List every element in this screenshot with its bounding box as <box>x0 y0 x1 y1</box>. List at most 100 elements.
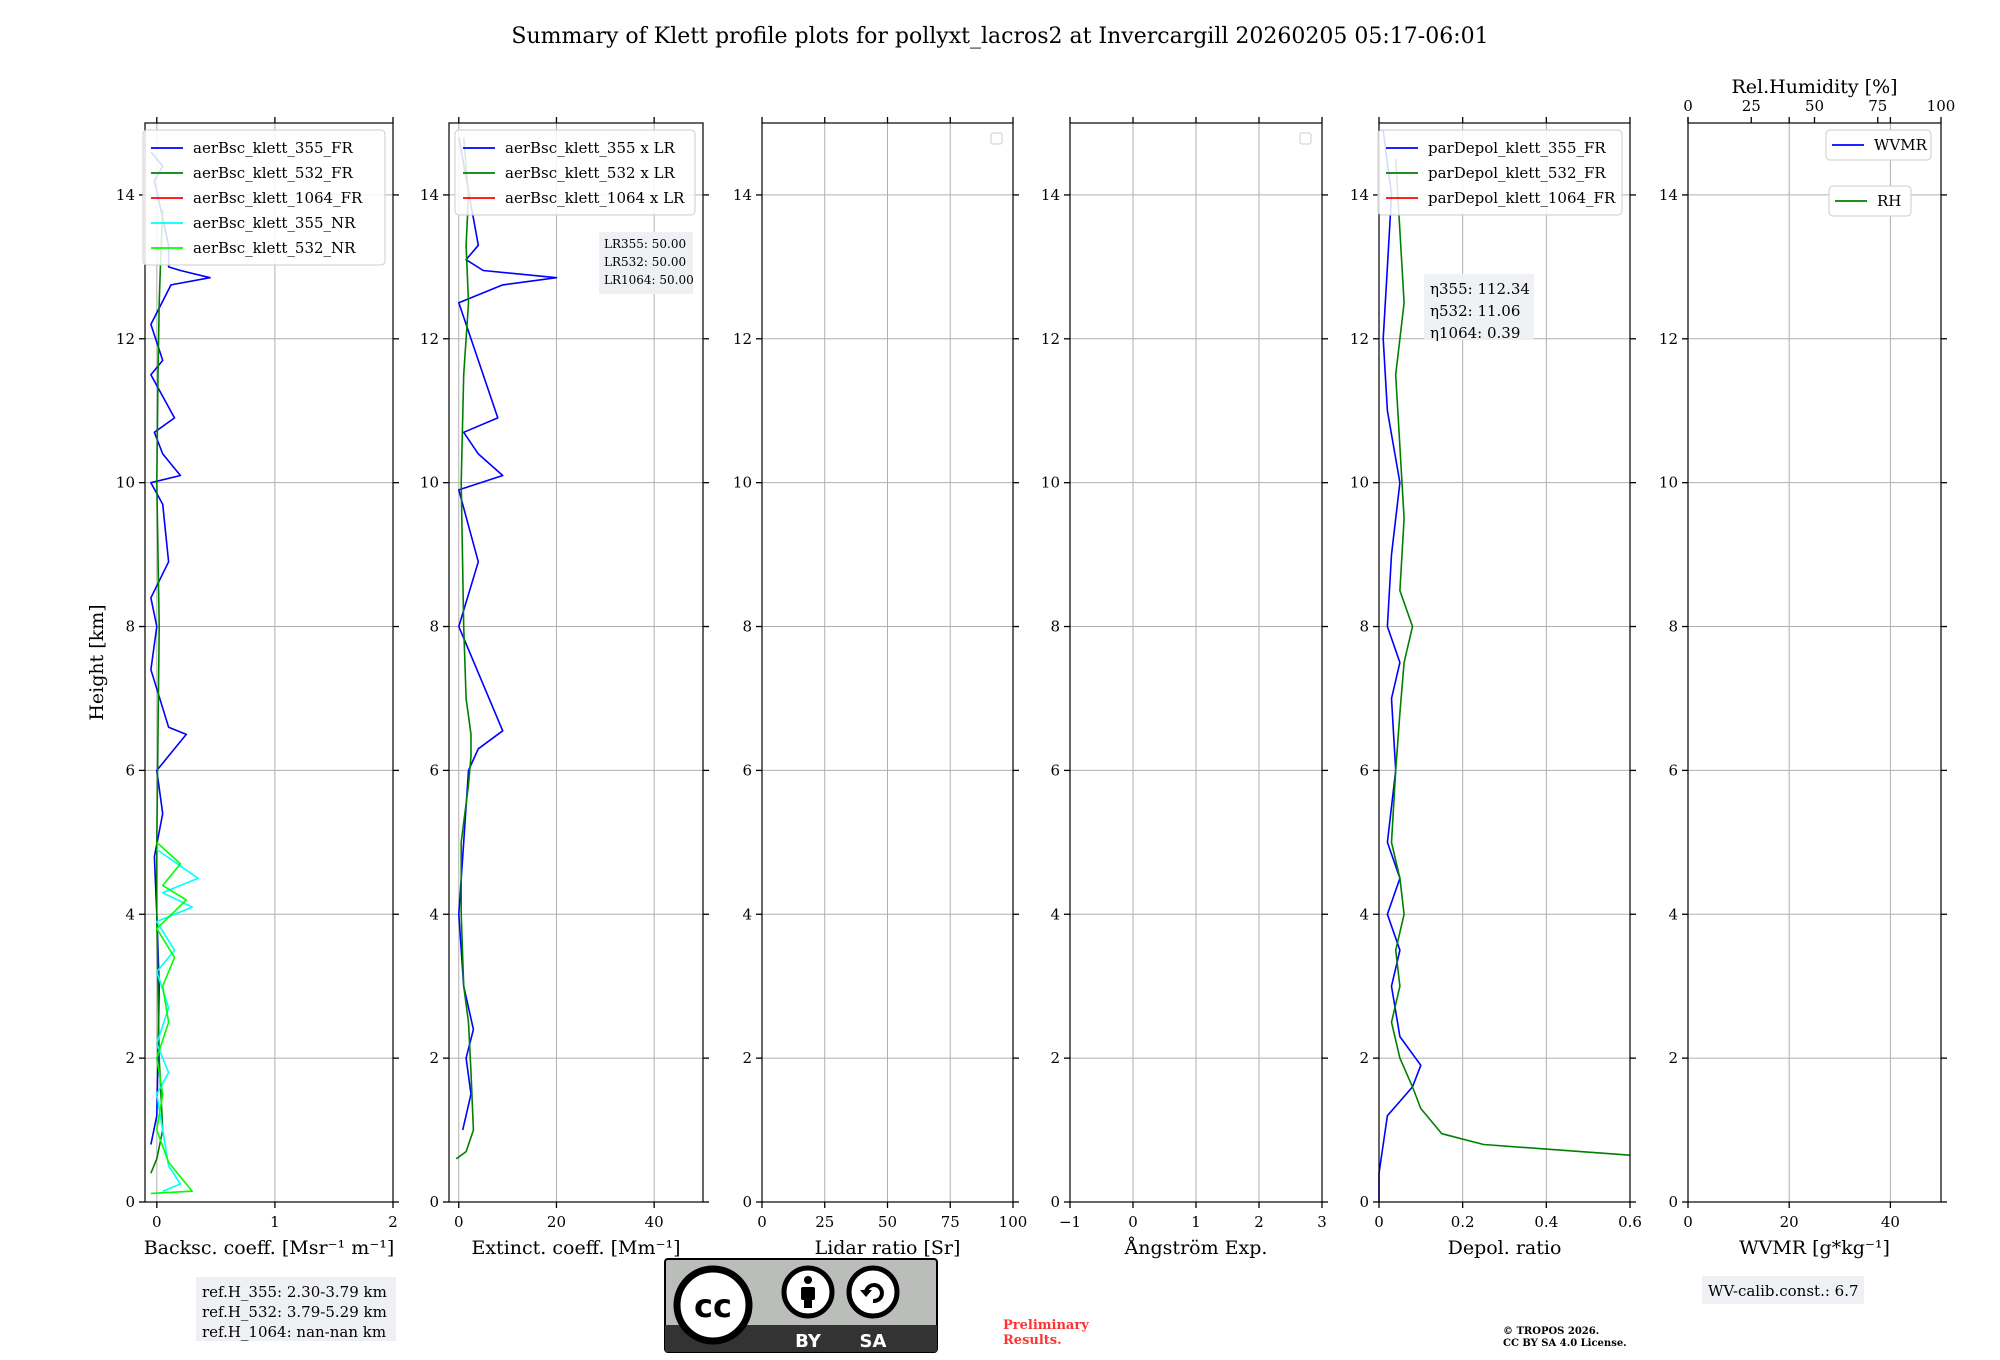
wv-calib-text: WV-calib.const.: 6.7 <box>1708 1282 1859 1300</box>
eta-355-text: η355: 112.34 <box>1430 280 1530 298</box>
preliminary-text-line1: Preliminary <box>1003 1318 1089 1333</box>
y-tick-label: 2 <box>742 1049 752 1067</box>
top-x-tick-label: 75 <box>1868 97 1887 115</box>
x-tick-label: 0 <box>757 1213 767 1231</box>
top-x-tick-label: 100 <box>1927 97 1956 115</box>
x-tick-label: 40 <box>645 1213 664 1231</box>
panel-depol: 0 0.2 0.4 0.6 0 2 4 6 8 10 12 14 Depol. ratio parDepo… <box>1350 117 1642 1259</box>
y-tick-label: 12 <box>1041 330 1060 348</box>
sa-label: SA <box>860 1331 887 1352</box>
legend-box <box>1828 185 1912 217</box>
copyright-text-line2: CC BY SA 4.0 License. <box>1503 1338 1627 1349</box>
series-line-aerBsc_klett_532_NR <box>150 841 193 1195</box>
y-tick-label: 8 <box>1359 618 1369 636</box>
y-tick-label: 8 <box>1668 618 1678 636</box>
x-tick-label: 1 <box>270 1213 280 1231</box>
y-tick-label: 14 <box>1350 186 1369 204</box>
y-tick-label: 6 <box>429 761 439 779</box>
cc-by-sa-badge: cc BY SA <box>664 1258 938 1353</box>
x-axis-label: WVMR [g*kg⁻¹] <box>1739 1237 1890 1259</box>
x-tick-label: 25 <box>815 1213 834 1231</box>
figure-title: Summary of Klett profile plots for polly… <box>511 24 1488 49</box>
legend-label: aerBsc_klett_355_NR <box>193 214 356 232</box>
legend: aerBsc_klett_355_FR aerBsc_klett_532_FRae… <box>142 129 386 266</box>
legend-label: parDepol_klett_355_FR <box>1428 139 1606 157</box>
x-axis-label: Extinct. coeff. [Mm⁻¹] <box>471 1237 680 1259</box>
y-tick-label: 2 <box>1359 1049 1369 1067</box>
refh-annotation-box: ref.H_355: 2.30-3.79 km ref.H_532: 3.79-… <box>196 1277 396 1341</box>
x-tick-label: 75 <box>941 1213 960 1231</box>
y-tick-label: 14 <box>733 186 752 204</box>
legend-box <box>1377 129 1623 216</box>
axes-frame <box>448 122 704 1203</box>
eta-532-text: η532: 11.06 <box>1430 302 1520 320</box>
legend-box <box>454 129 696 216</box>
axes-frame <box>1378 122 1631 1203</box>
legend-label: parDepol_klett_1064_FR <box>1428 189 1616 207</box>
eta-annotation-box: η355: 112.34 η532: 11.06 η1064: 0.39 <box>1424 274 1534 342</box>
y-tick-label: 0 <box>125 1193 135 1211</box>
x-tick-label: 40 <box>1881 1213 1900 1231</box>
copyright-text-line1: © TROPOS 2026. <box>1503 1326 1599 1337</box>
y-tick-label: 6 <box>742 761 752 779</box>
cc-icon-label: cc <box>694 1287 732 1325</box>
series-line-aerBsc_klett_355 x LR <box>458 137 558 1131</box>
y-tick-label: 6 <box>1050 761 1060 779</box>
x-tick-label: 20 <box>547 1213 566 1231</box>
y-tick-label: 10 <box>1659 474 1678 492</box>
legend-label: WVMR <box>1874 136 1928 154</box>
y-tick-label: 8 <box>429 618 439 636</box>
y-tick-label: 4 <box>742 905 752 923</box>
y-tick-label: 8 <box>1050 618 1060 636</box>
legend-label: aerBsc_klett_532 x LR <box>505 164 676 182</box>
legend-box <box>1825 129 1932 161</box>
y-tick-label: 10 <box>733 474 752 492</box>
x-axis-label: Depol. ratio <box>1448 1237 1562 1259</box>
x-tick-label: 50 <box>878 1213 897 1231</box>
refh-532-text: ref.H_532: 3.79-5.29 km <box>202 1303 387 1321</box>
y-tick-label: 12 <box>1659 330 1678 348</box>
y-tick-label: 4 <box>1668 905 1678 923</box>
x-tick-label: 20 <box>1780 1213 1799 1231</box>
y-tick-label: 4 <box>429 905 439 923</box>
lr-1064-text: LR1064: 50.00 <box>604 273 694 287</box>
legend-box <box>142 129 386 266</box>
panel-lidar_ratio: 0 25 50 75 100 0 2 4 6 8 10 12 14 Lidar ratio [Sr] <box>733 117 1027 1259</box>
panel-extinction: 0 20 40 0 2 4 6 8 10 12 14 Extinct. coeff. [Mm⁻¹] ae… <box>420 117 709 1259</box>
y-tick-label: 4 <box>1050 905 1060 923</box>
y-tick-label: 2 <box>1668 1049 1678 1067</box>
series-line-aerBsc_klett_355_NR <box>156 848 199 1192</box>
y-tick-label: 12 <box>733 330 752 348</box>
x-tick-label: 0.2 <box>1451 1213 1475 1231</box>
x-axis-label: Backsc. coeff. [Msr⁻¹ m⁻¹] <box>144 1237 395 1259</box>
y-axis-label: Height [km] <box>86 604 108 720</box>
top-x-axis-label: Rel.Humidity [%] <box>1731 76 1897 98</box>
x-tick-label: 0 <box>1128 1213 1138 1231</box>
legend-label: aerBsc_klett_1064_FR <box>193 189 363 207</box>
axes-frame <box>1687 122 1942 1203</box>
y-tick-label: 10 <box>420 474 439 492</box>
x-tick-label: 0 <box>152 1213 162 1231</box>
refh-1064-text: ref.H_1064: nan-nan km <box>202 1323 386 1341</box>
x-tick-label: 2 <box>1254 1213 1264 1231</box>
legend-label: aerBsc_klett_532_NR <box>193 239 356 257</box>
legend-label: RH <box>1877 192 1901 210</box>
legend-label: aerBsc_klett_355 x LR <box>505 139 676 157</box>
y-tick-label: 8 <box>742 618 752 636</box>
panel-wvmr: 0 20 40 0 2 4 6 8 10 12 14 WVMR [g*kg⁻¹] 0 25 50 75 100 R… <box>1659 76 1955 1259</box>
series-line-aerBsc_klett_532 x LR <box>455 137 475 1160</box>
preliminary-text-line2: Results. <box>1003 1333 1062 1348</box>
y-tick-label: 10 <box>1350 474 1369 492</box>
y-tick-label: 0 <box>1050 1193 1060 1211</box>
x-tick-label: 0 <box>1683 1213 1693 1231</box>
x-tick-label: 3 <box>1317 1213 1327 1231</box>
empty-legend-box <box>1299 132 1312 145</box>
legend-label: parDepol_klett_532_FR <box>1428 164 1606 182</box>
legend-label: aerBsc_klett_1064 x LR <box>505 189 685 207</box>
empty-legend-box <box>990 132 1003 145</box>
y-tick-label: 14 <box>1659 186 1678 204</box>
series-line-parDepol_klett_532_FR <box>1390 158 1631 1156</box>
eta-1064-text: η1064: 0.39 <box>1430 324 1520 342</box>
